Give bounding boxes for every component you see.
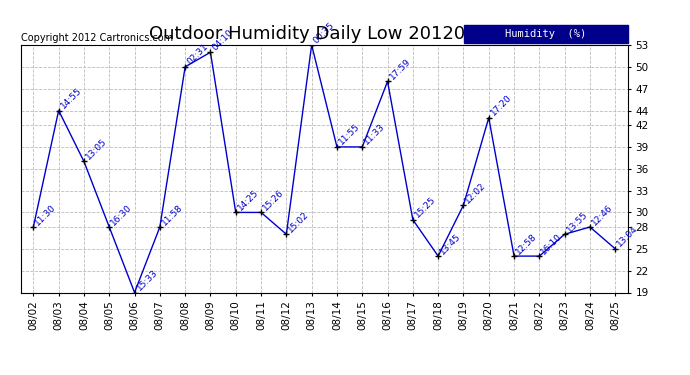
Text: 02:31: 02:31 (185, 42, 210, 67)
Text: 16:10: 16:10 (540, 231, 564, 256)
Text: 15:26: 15:26 (261, 188, 286, 212)
Text: Humidity  (%): Humidity (%) (505, 29, 586, 39)
Title: Outdoor Humidity Daily Low 20120826: Outdoor Humidity Daily Low 20120826 (149, 26, 500, 44)
Text: Copyright 2012 Cartronics.com: Copyright 2012 Cartronics.com (21, 33, 172, 42)
Text: 11:33: 11:33 (362, 122, 387, 147)
Text: 04:10: 04:10 (210, 28, 235, 52)
Text: 12:58: 12:58 (514, 231, 539, 256)
Text: 14:25: 14:25 (236, 188, 260, 212)
Text: 16:30: 16:30 (109, 202, 134, 227)
Text: 13:45: 13:45 (438, 231, 463, 256)
Text: 15:02: 15:02 (286, 210, 311, 234)
Text: 15:25: 15:25 (413, 195, 437, 220)
Text: 12:46: 12:46 (590, 202, 614, 227)
Text: 12:02: 12:02 (464, 181, 488, 205)
Text: 13:04: 13:04 (615, 224, 640, 249)
Text: 11:55: 11:55 (337, 122, 362, 147)
Text: 13:55: 13:55 (564, 210, 589, 234)
Text: 15:33: 15:33 (135, 268, 159, 292)
Text: 13:05: 13:05 (84, 137, 108, 162)
Text: 14:55: 14:55 (59, 86, 83, 111)
Text: 11:30: 11:30 (33, 202, 58, 227)
Text: 00:35: 00:35 (312, 20, 336, 45)
Text: 11:58: 11:58 (160, 202, 184, 227)
Text: 17:20: 17:20 (489, 93, 513, 118)
FancyBboxPatch shape (464, 25, 628, 42)
Text: 17:59: 17:59 (388, 57, 412, 81)
